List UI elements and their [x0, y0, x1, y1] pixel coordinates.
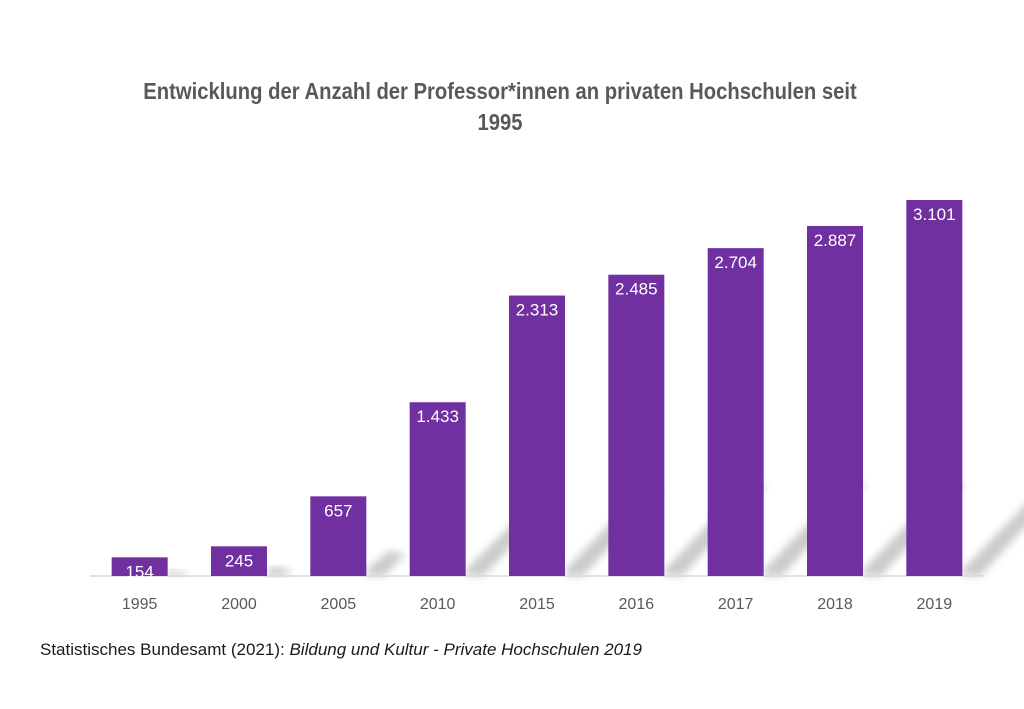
- data-label-2017: 2.704: [714, 253, 757, 272]
- bar-2019: [906, 200, 963, 576]
- x-tick-2019: 2019: [917, 596, 953, 613]
- x-tick-2017: 2017: [718, 596, 754, 613]
- bar-shadow: [167, 570, 190, 576]
- data-label-2016: 2.485: [615, 280, 658, 299]
- data-label-2005: 657: [324, 501, 352, 520]
- x-tick-2016: 2016: [619, 596, 655, 613]
- source-prefix: Statistisches Bundesamt (2021):: [40, 640, 290, 659]
- x-tick-2000: 2000: [221, 596, 257, 613]
- bars: [111, 200, 963, 577]
- bar-2017: [707, 248, 764, 577]
- x-tick-2015: 2015: [519, 596, 555, 613]
- data-label-2010: 1.433: [416, 407, 459, 426]
- data-label-2000: 245: [225, 551, 253, 570]
- data-label-1995: 154: [125, 562, 153, 581]
- data-label-2015: 2.313: [516, 301, 559, 320]
- bar-2000: [211, 546, 267, 576]
- x-axis-ticks: 1995 2000 2005 2010 2015 2016 2017 2018 2019: [122, 596, 952, 613]
- x-tick-2018: 2018: [817, 596, 853, 613]
- source-title: Bildung und Kultur - Private Hochschulen…: [289, 640, 642, 659]
- chart-title: Entwicklung der Anzahl der Professor*inn…: [143, 78, 857, 135]
- x-tick-1995: 1995: [122, 596, 158, 613]
- bar-shadow: [267, 566, 292, 576]
- bar-shadows: [167, 481, 1024, 576]
- bar-2015: [509, 295, 565, 576]
- bar-2010: [409, 402, 466, 576]
- bar-2018: [807, 225, 863, 576]
- bar-shadow: [366, 550, 406, 576]
- bar-shadow: [962, 505, 1024, 576]
- data-label-2018: 2.887: [814, 231, 857, 250]
- x-tick-2005: 2005: [321, 596, 357, 613]
- data-label-2019: 3.101: [913, 205, 956, 224]
- x-tick-2010: 2010: [420, 596, 456, 613]
- bar-2016: [608, 274, 665, 576]
- bar-2005: [310, 496, 367, 576]
- source-note: Statistisches Bundesamt (2021): Bildung …: [40, 640, 642, 660]
- data-labels: 154 245 657 1.433 2.313 2.485 2.704 2.887 3.101: [125, 205, 955, 581]
- bar-1995: [111, 557, 168, 576]
